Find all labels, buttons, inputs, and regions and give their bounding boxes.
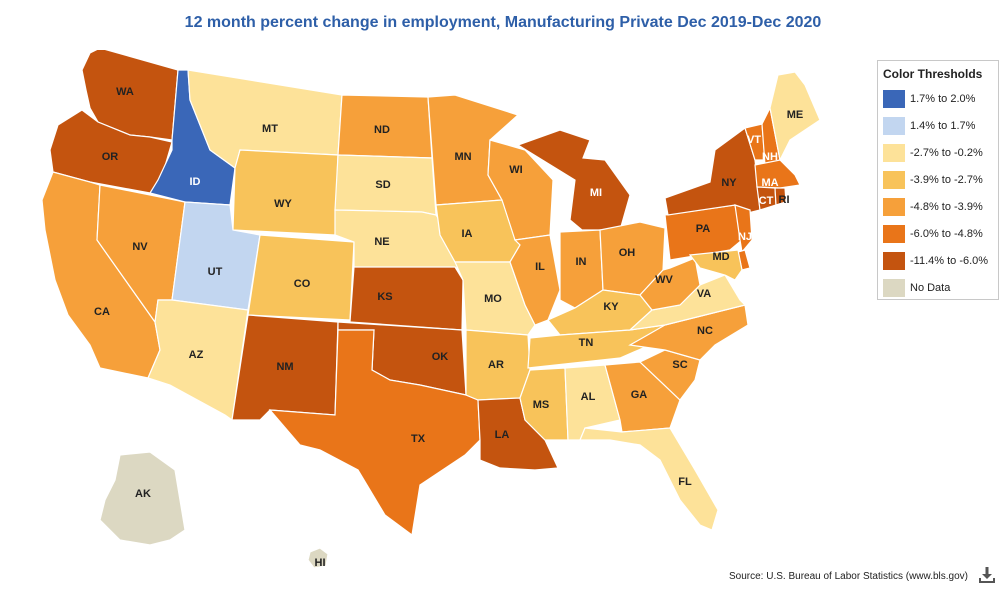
state-WY[interactable]	[232, 149, 339, 236]
state-NY[interactable]	[664, 127, 761, 216]
label-MI: MI	[590, 187, 602, 199]
label-AZ: AZ	[189, 349, 204, 361]
label-FL: FL	[678, 476, 692, 488]
label-NV: NV	[132, 241, 148, 253]
label-IL: IL	[535, 261, 545, 273]
legend-swatch	[883, 89, 905, 108]
label-MA: MA	[761, 177, 778, 189]
state-ME[interactable]	[769, 71, 821, 162]
label-KY: KY	[603, 301, 619, 313]
legend-label: 1.7% to 2.0%	[910, 92, 976, 105]
label-AR: AR	[488, 359, 504, 371]
legend-swatch	[883, 116, 905, 135]
legend-label: -3.9% to -2.7%	[910, 173, 983, 186]
label-HI: HI	[315, 557, 326, 569]
label-RI: RI	[779, 194, 790, 206]
label-IA: IA	[462, 228, 473, 240]
label-WA: WA	[116, 86, 134, 98]
map-title: 12 month percent change in employment, M…	[184, 14, 822, 31]
label-OH: OH	[619, 247, 636, 259]
label-TN: TN	[579, 337, 594, 349]
state-IL[interactable]	[509, 234, 561, 326]
legend-row[interactable]: -3.9% to -2.7%	[883, 166, 998, 193]
label-CO: CO	[294, 278, 311, 290]
label-CT: CT	[759, 195, 774, 207]
us-state-map: WA OR CA NV ID MT WY UT CO AZ NM ND SD N…	[41, 50, 821, 569]
label-VA: VA	[697, 288, 712, 300]
legend-label: -4.8% to -3.9%	[910, 200, 983, 213]
label-MT: MT	[262, 123, 278, 135]
legend-row[interactable]: -11.4% to -6.0%	[883, 247, 998, 274]
label-MS: MS	[533, 399, 550, 411]
state-AK[interactable]	[99, 451, 186, 546]
legend-label: -6.0% to -4.8%	[910, 227, 983, 240]
state-KS[interactable]	[349, 266, 464, 331]
state-MI[interactable]	[516, 129, 631, 231]
state-SC[interactable]	[638, 349, 701, 401]
legend-label: No Data	[910, 281, 951, 294]
legend-swatch	[883, 251, 905, 270]
legend-label: 1.4% to 1.7%	[910, 119, 976, 132]
label-AL: AL	[581, 391, 596, 403]
label-WI: WI	[509, 164, 522, 176]
legend-row[interactable]: -6.0% to -4.8%	[883, 220, 998, 247]
label-NY: NY	[721, 177, 737, 189]
label-KS: KS	[377, 291, 392, 303]
label-NH: NH	[762, 151, 778, 163]
label-MN: MN	[454, 151, 471, 163]
state-MD[interactable]	[688, 249, 743, 281]
label-LA: LA	[495, 429, 510, 441]
label-WV: WV	[655, 274, 673, 286]
label-UT: UT	[208, 266, 223, 278]
label-AK: AK	[135, 488, 151, 500]
label-NE: NE	[374, 236, 389, 248]
state-NJ[interactable]	[734, 204, 753, 254]
label-MD: MD	[712, 251, 729, 263]
legend-swatch	[883, 224, 905, 243]
legend-swatch	[883, 170, 905, 189]
legend-label: -11.4% to -6.0%	[910, 254, 989, 267]
state-HI[interactable]	[307, 547, 329, 569]
label-TX: TX	[411, 433, 426, 445]
legend-title: Color Thresholds	[883, 67, 983, 81]
label-NM: NM	[276, 361, 293, 373]
legend-swatch	[883, 197, 905, 216]
label-NC: NC	[697, 325, 713, 337]
label-SC: SC	[672, 359, 687, 371]
state-WV[interactable]	[639, 257, 701, 311]
label-PA: PA	[696, 223, 711, 235]
label-ME: ME	[787, 109, 804, 121]
legend-row[interactable]: No Data	[883, 274, 998, 301]
legend-row[interactable]: 1.7% to 2.0%	[883, 85, 998, 112]
legend-row[interactable]: 1.4% to 1.7%	[883, 112, 998, 139]
download-icon[interactable]	[978, 566, 996, 584]
label-GA: GA	[631, 389, 648, 401]
source-note: Source: U.S. Bureau of Labor Statistics …	[729, 571, 968, 582]
label-VT: VT	[747, 134, 761, 146]
label-OK: OK	[432, 351, 449, 363]
label-CA: CA	[94, 306, 110, 318]
color-legend: Color Thresholds 1.7% to 2.0% 1.4% to 1.…	[877, 60, 999, 300]
label-NJ: NJ	[738, 231, 752, 243]
legend-row[interactable]: -4.8% to -3.9%	[883, 193, 998, 220]
label-WY: WY	[274, 198, 292, 210]
label-OR: OR	[102, 151, 119, 163]
label-SD: SD	[375, 179, 390, 191]
legend-swatch	[883, 278, 905, 297]
legend-row[interactable]: -2.7% to -0.2%	[883, 139, 998, 166]
label-MO: MO	[484, 293, 502, 305]
state-FL[interactable]	[579, 427, 719, 531]
label-ID: ID	[190, 176, 201, 188]
label-ND: ND	[374, 124, 390, 136]
legend-swatch	[883, 143, 905, 162]
state-TX[interactable]	[268, 329, 481, 537]
label-IN: IN	[576, 256, 587, 268]
legend-label: -2.7% to -0.2%	[910, 146, 983, 159]
state-RI[interactable]	[774, 187, 787, 206]
